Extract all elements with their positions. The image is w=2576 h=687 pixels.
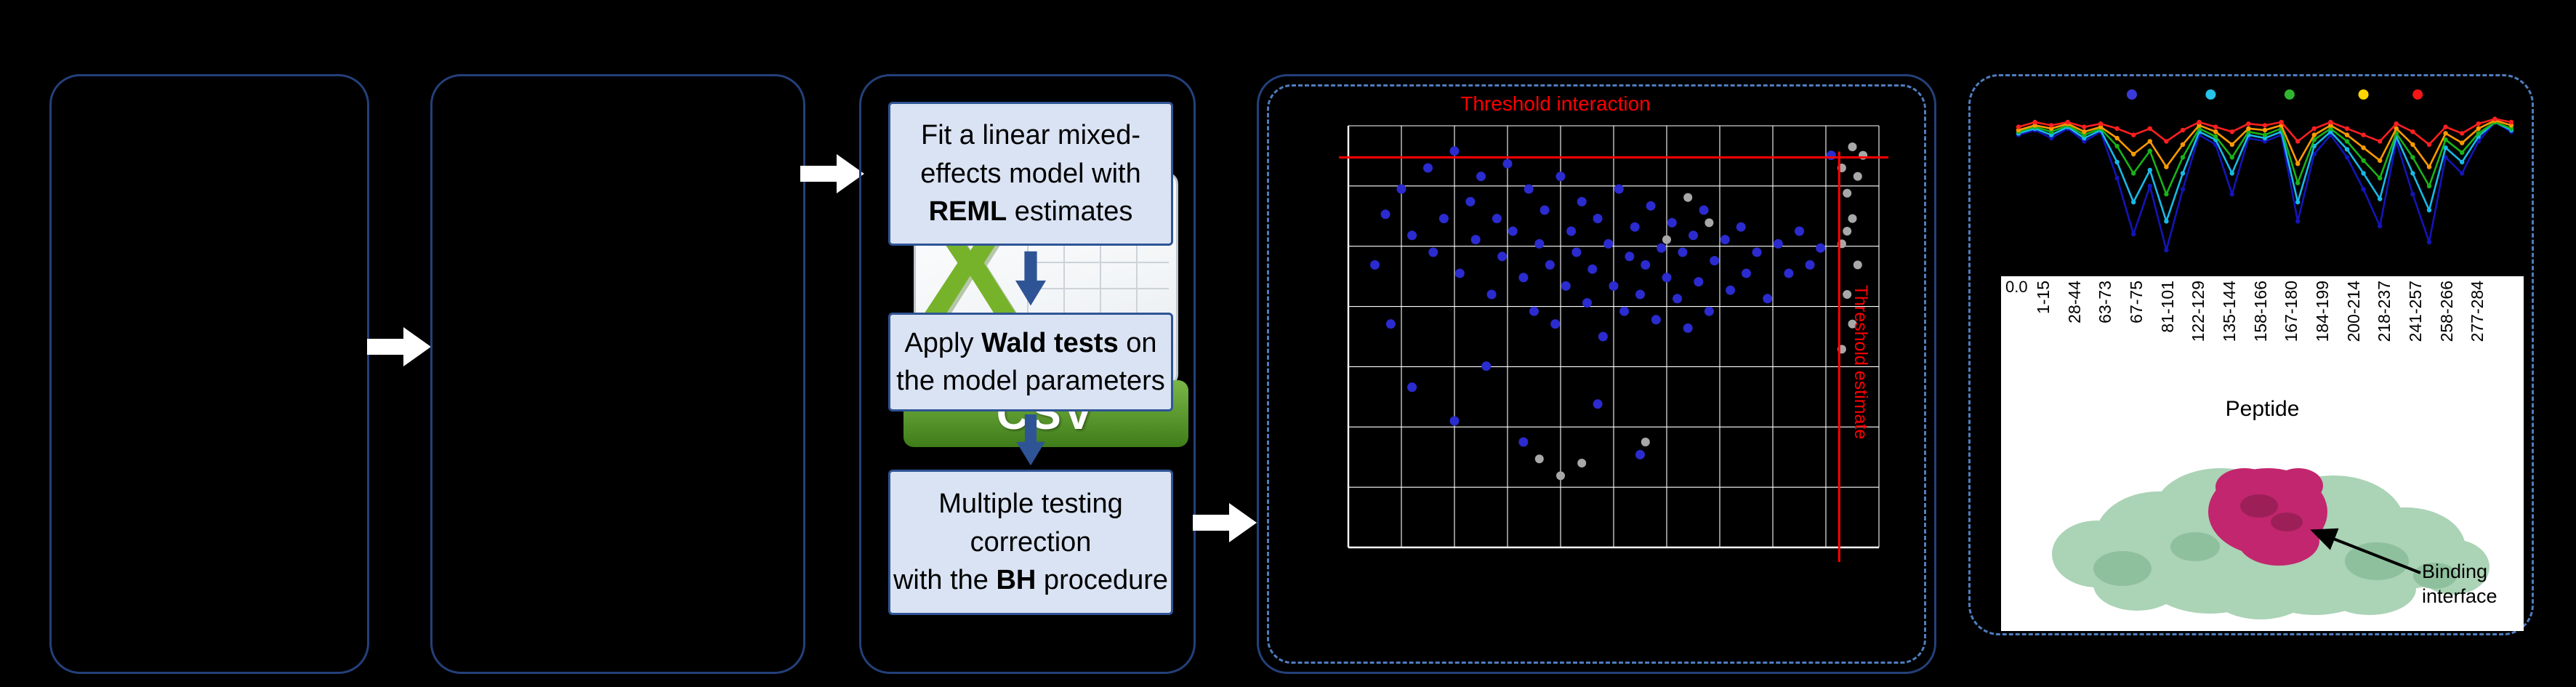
binding-interface-label-line2: interface	[2422, 584, 2497, 607]
scatter-grid-and-points	[1339, 125, 1888, 562]
binding-interface-arrow	[2310, 528, 2421, 574]
peptide-tick-label: 200-214	[2343, 281, 2363, 342]
binding-interface-region	[2208, 468, 2327, 566]
panel-input	[49, 74, 369, 674]
binding-interface-label-line1: Binding	[2422, 561, 2488, 582]
down-arrow-icon-1	[1015, 251, 1047, 306]
peptide-tick-label: 28-44	[2064, 281, 2084, 324]
right-arrow-icon-1	[367, 327, 431, 366]
uptake-line-chart	[2016, 89, 2514, 253]
peptide-tick-label: 218-237	[2375, 281, 2394, 342]
peptide-axis-title: Peptide	[2225, 397, 2300, 421]
peptide-tick-label: 167-180	[2282, 281, 2301, 342]
binding-interface-label: Binding interface	[2422, 560, 2497, 609]
scatter-side-label: Threshold estimate	[1851, 285, 1871, 440]
peptide-tick-label: 241-257	[2405, 281, 2425, 342]
peptide-tick-label: 63-73	[2096, 281, 2115, 324]
peptide-tick-label: 122-129	[2189, 281, 2208, 342]
panel-peptide	[1968, 74, 2534, 635]
flow-box-reml: Fit a linear mixed-effects model with REM…	[888, 102, 1173, 246]
peptide-white-panel: 0.0 1-15 28-44 63-73 67-75 81-101 122-129 135-…	[2001, 276, 2524, 631]
peptide-tick-label: 135-144	[2219, 281, 2239, 342]
peptide-tick-label: 67-75	[2126, 281, 2146, 324]
panel-statistics	[859, 74, 1196, 674]
scatter-plot: Threshold interaction Threshold estimate	[1339, 92, 1888, 562]
down-arrow-icon-2	[1016, 414, 1045, 466]
peptide-tick-label: 277-284	[2468, 281, 2487, 342]
peptide-tick-label: 258-266	[2436, 281, 2456, 342]
flow-box-wald: Apply Wald tests on the model parameters	[888, 313, 1173, 411]
peptide-tick-label: 81-101	[2157, 281, 2177, 333]
peptide-tick-label: 1-15	[2033, 281, 2053, 315]
right-arrow-icon-2	[800, 154, 864, 193]
flow-box-bh: Multiple testing correction with the BH pr…	[888, 470, 1173, 615]
peptide-tick-label: 184-199	[2312, 281, 2332, 342]
protein-structure-image	[2052, 468, 2490, 619]
scatter-title: Threshold interaction	[1460, 92, 1650, 115]
panel-csv: X CSV	[430, 74, 1188, 674]
protein-surface	[2052, 468, 2490, 619]
panel-volcano	[1257, 74, 1936, 674]
peptide-tick-label: 158-166	[2250, 281, 2270, 342]
right-arrow-icon-3	[1193, 503, 1257, 542]
panel-volcano-dashed-border	[1267, 84, 1926, 664]
y-axis-tick-label: 0.0	[2005, 278, 2028, 296]
peptide-axis-labels: 1-15 28-44 63-73 67-75 81-101 122-129 135-144 1…	[2028, 281, 2493, 394]
